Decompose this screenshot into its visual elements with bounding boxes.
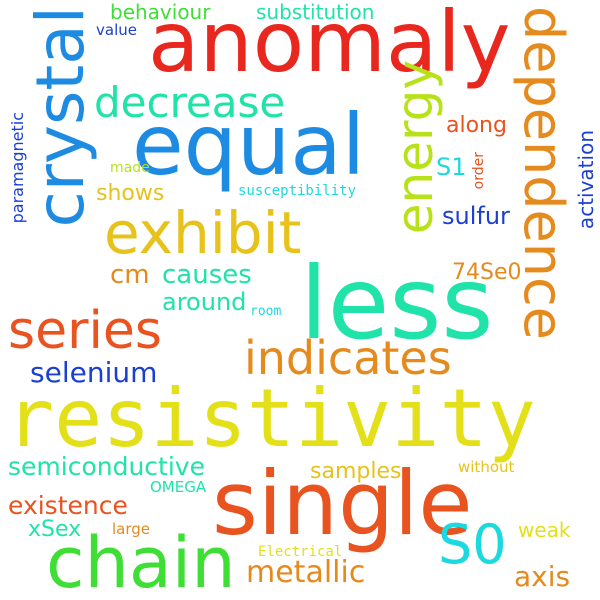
word-samples: samples [310, 459, 402, 484]
word-exhibit: exhibit [104, 199, 302, 267]
word-indicates: indicates [244, 331, 452, 385]
word-existence: existence [8, 491, 128, 520]
word-xsex: xSex [28, 517, 82, 542]
word-single: single [212, 452, 473, 555]
word-order: order [471, 152, 487, 190]
word-dependence: dependence [512, 6, 575, 340]
word-weak: weak [518, 518, 571, 542]
word-resistivity: resistivity [6, 372, 536, 465]
word-semiconductive: semiconductive [8, 452, 205, 481]
word-metallic: metallic [246, 555, 366, 590]
word-omega: OMEGA [150, 478, 207, 496]
word-s1: S1 [436, 153, 467, 181]
word-chain: chain [46, 522, 236, 600]
word-large: large [112, 520, 151, 538]
word-paramagnetic: paramagnetic [8, 112, 27, 224]
word-74se0: 74Se0 [452, 260, 522, 285]
word-s0: S0 [438, 513, 507, 576]
word-value: value [96, 21, 137, 39]
word-less: less [300, 245, 494, 362]
word-equal: equal [132, 96, 366, 194]
word-crystal: crystal [22, 6, 99, 228]
word-series: series [8, 301, 162, 361]
word-substitution: substitution [256, 0, 375, 24]
word-anomaly: anomaly [148, 0, 511, 91]
word-cm: cm [110, 260, 150, 290]
word-made: made [110, 160, 150, 176]
word-activation: activation [574, 130, 598, 230]
word-energy: energy [386, 60, 444, 235]
word-selenium: selenium [30, 356, 158, 389]
word-axis: axis [514, 560, 571, 593]
word-susceptibility: susceptibility [238, 183, 357, 199]
word-causes: causes [162, 260, 252, 290]
word-electrical: Electrical [258, 544, 343, 560]
word-along: along [446, 113, 507, 138]
word-shows: shows [96, 181, 165, 206]
word-decrease: decrease [94, 78, 286, 127]
word-without: without [458, 458, 515, 476]
word-around: around [162, 288, 247, 316]
word-room: room [250, 304, 282, 319]
word-behaviour: behaviour [110, 0, 211, 24]
word-sulfur: sulfur [442, 202, 510, 230]
